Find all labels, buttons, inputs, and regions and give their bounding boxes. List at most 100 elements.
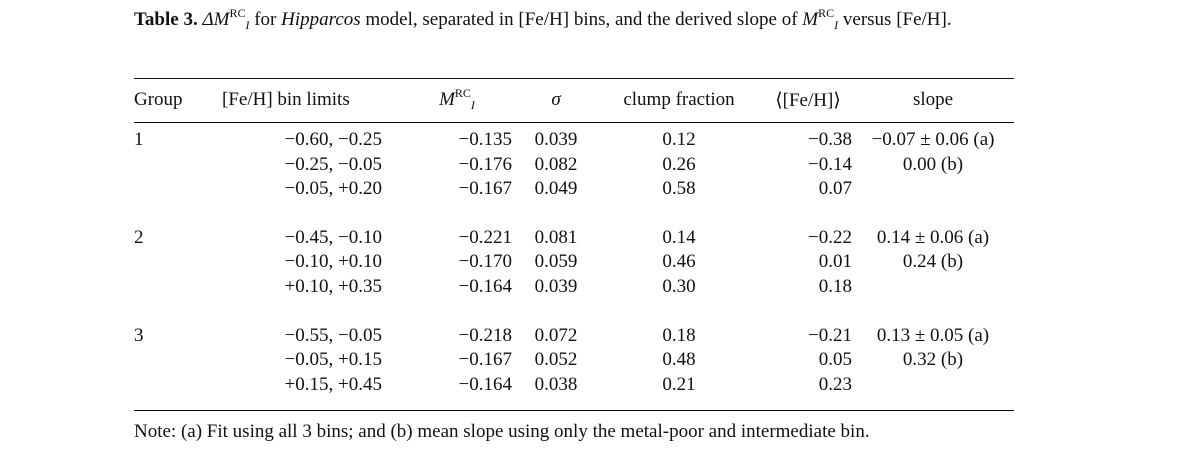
group-cell: 1 [134, 129, 144, 150]
header-slope: slope [912, 89, 954, 110]
table-row: −0.25, −0.05 −0.176 0.082 0.26 −0.14 0.00 (b) [134, 153, 1014, 178]
header-bin-limits: [Fe/H] bin limits [222, 89, 350, 110]
table-row: −0.05, +0.15 −0.167 0.052 0.48 0.05 0.32 (b) [134, 348, 1014, 373]
table-row: +0.15, +0.45 −0.164 0.038 0.21 0.23 [134, 373, 1014, 398]
clump-fraction-cell: 0.21 [662, 373, 696, 395]
group-cell [134, 153, 206, 178]
mean-feh-cell: 0.01 [818, 251, 852, 273]
sigma-cell: 0.049 [534, 178, 578, 200]
caption-text-2: model, separated in [Fe/H] bins, and the… [360, 9, 803, 30]
header-group: Group [134, 89, 183, 110]
slope-cell: 0.13 ± 0.05 (a) [876, 324, 990, 346]
group-spacer [134, 300, 1014, 324]
bin-limits-cell: −0.55, −0.05 [284, 324, 382, 346]
slope-cell: 0.14 ± 0.06 (a) [876, 226, 990, 248]
group-spacer [134, 202, 1014, 226]
m-rc-cell: −0.221 [458, 226, 512, 248]
table-row: −0.05, +0.20 −0.167 0.049 0.58 0.07 [134, 177, 1014, 202]
clump-fraction-cell: 0.46 [662, 251, 696, 273]
header-sigma: σ [551, 89, 561, 110]
data-table: Group [Fe/H] bin limits MRCI σ clump fra… [134, 82, 1014, 397]
clump-fraction-cell: 0.30 [662, 275, 696, 297]
caption-text-1: for [249, 9, 282, 30]
slope-cell: 0.00 (b) [902, 153, 964, 175]
sigma-cell: 0.082 [534, 153, 578, 175]
caption-sub-i: I [245, 18, 250, 32]
slope-cell [852, 373, 1014, 398]
bottom-rule [134, 410, 1014, 411]
mean-feh-cell: 0.05 [818, 349, 852, 371]
bin-limits-cell: −0.60, −0.25 [284, 129, 382, 150]
bin-limits-cell: −0.45, −0.10 [284, 226, 382, 248]
mean-feh-cell: −0.21 [808, 324, 852, 346]
m-rc-cell: −0.164 [458, 275, 512, 297]
bin-limits-cell: −0.25, −0.05 [284, 153, 382, 175]
slope-cell: 0.24 (b) [902, 251, 964, 273]
caption-text-3: versus [Fe/H]. [838, 9, 952, 30]
header-m-sub: I [470, 98, 475, 112]
clump-fraction-cell: 0.18 [662, 324, 696, 346]
header-mean-feh: ⟨[Fe/H]⟩ [775, 89, 841, 111]
table-note: Note: (a) Fit using all 3 bins; and (b) … [134, 421, 870, 442]
mean-feh-cell: 0.07 [818, 178, 852, 200]
table-row: 1 −0.60, −0.25 −0.135 0.039 0.12 −0.38 −0.07 ±… [134, 128, 1014, 153]
mean-feh-cell: −0.38 [808, 129, 852, 150]
table-row: +0.10, +0.35 −0.164 0.039 0.30 0.18 [134, 275, 1014, 300]
caption-delta-symbol: ΔM [202, 9, 230, 30]
clump-fraction-cell: 0.58 [662, 178, 696, 200]
top-rule [134, 78, 1014, 79]
sigma-cell: 0.039 [534, 275, 578, 297]
header-gap [134, 118, 1014, 128]
bin-limits-cell: +0.15, +0.45 [284, 373, 382, 395]
group-cell [134, 177, 206, 202]
mean-feh-cell: 0.18 [818, 275, 852, 297]
mean-feh-cell: −0.22 [808, 226, 852, 248]
m-rc-cell: −0.167 [458, 178, 512, 200]
table-row: 2 −0.45, −0.10 −0.221 0.081 0.14 −0.22 0.14 ± … [134, 226, 1014, 251]
clump-fraction-cell: 0.12 [662, 129, 696, 150]
group-cell [134, 348, 206, 373]
sigma-cell: 0.039 [534, 129, 578, 150]
clump-fraction-cell: 0.14 [662, 226, 696, 248]
caption-delta-m: ΔMRCI [202, 6, 250, 32]
slope-cell: 0.32 (b) [902, 349, 964, 371]
caption-m-sup-rc: RC [818, 6, 835, 20]
clump-fraction-cell: 0.26 [662, 153, 696, 175]
group-cell: 2 [134, 226, 144, 248]
sigma-cell: 0.038 [534, 373, 578, 395]
slope-cell [852, 275, 1014, 300]
header-row: Group [Fe/H] bin limits MRCI σ clump fra… [134, 82, 1014, 118]
table-body: 1 −0.60, −0.25 −0.135 0.039 0.12 −0.38 −0.07 ±… [134, 118, 1014, 397]
header-m-sup: RC [454, 86, 471, 100]
slope-cell: −0.07 ± 0.06 (a) [871, 129, 995, 150]
caption-m: M [802, 9, 819, 30]
bin-limits-cell: −0.10, +0.10 [284, 251, 382, 273]
header-rule [134, 122, 1014, 123]
m-rc-cell: −0.135 [458, 129, 512, 150]
header-clump-fraction: clump fraction [623, 89, 735, 110]
caption-sup-rc: RC [229, 6, 246, 20]
table-caption: Table 3. ΔMRCI for Hipparcos model, sepa… [134, 6, 1034, 34]
mean-feh-cell: 0.23 [818, 373, 852, 395]
sigma-cell: 0.081 [534, 226, 578, 248]
m-rc-cell: −0.164 [458, 373, 512, 395]
m-rc-cell: −0.176 [458, 153, 512, 175]
m-rc-cell: −0.218 [458, 324, 512, 346]
group-cell: 3 [134, 324, 144, 346]
header-m: M [439, 89, 455, 110]
group-cell [134, 373, 206, 398]
table-row: 3 −0.55, −0.05 −0.218 0.072 0.18 −0.21 0.13 ± … [134, 324, 1014, 349]
bin-limits-cell: −0.05, +0.20 [284, 178, 382, 200]
caption-m-symbol: MRCI [802, 6, 838, 31]
bin-limits-cell: −0.05, +0.15 [284, 349, 382, 371]
clump-fraction-cell: 0.48 [662, 349, 696, 371]
group-cell [134, 250, 206, 275]
m-rc-cell: −0.170 [458, 251, 512, 273]
group-cell [134, 275, 206, 300]
sigma-cell: 0.072 [534, 324, 578, 346]
slope-cell [852, 177, 1014, 202]
m-rc-cell: −0.167 [458, 349, 512, 371]
mean-feh-cell: −0.14 [808, 153, 852, 175]
table-label: Table 3. [134, 9, 198, 30]
